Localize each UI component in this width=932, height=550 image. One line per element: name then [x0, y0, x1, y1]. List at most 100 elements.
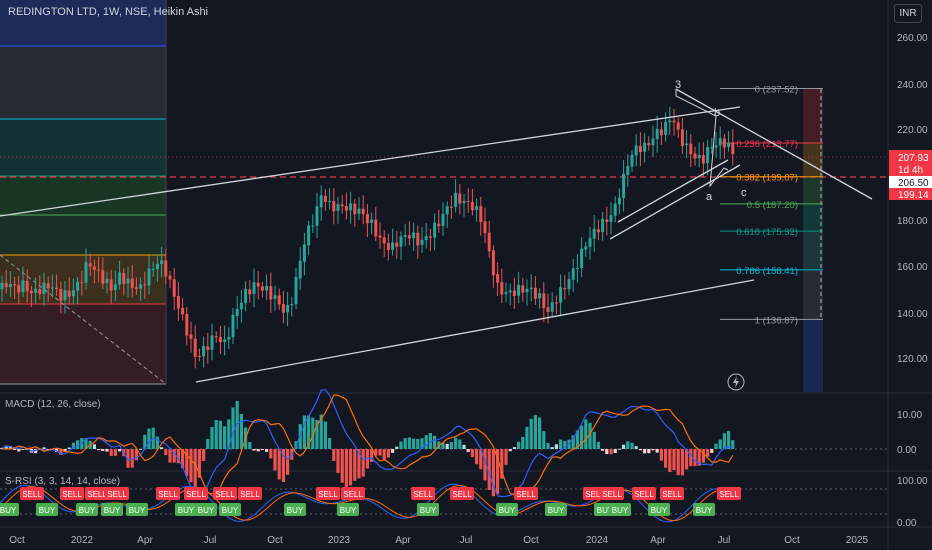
macd-bar: [92, 444, 96, 449]
candle-body: [332, 201, 336, 212]
candle-body: [97, 269, 101, 271]
macd-bar: [428, 432, 432, 449]
candle-body: [668, 120, 672, 123]
buy-signal-text: BUY: [612, 506, 629, 515]
sell-signal-text: SELL: [413, 490, 433, 499]
macd-bar: [155, 436, 159, 449]
buy-signal: [76, 503, 98, 516]
candle-body: [538, 293, 542, 299]
candle-body: [59, 288, 63, 301]
trend-lines: [0, 88, 873, 383]
price-tick: 140.00: [897, 309, 928, 320]
macd-bar: [147, 428, 151, 449]
candle-body: [554, 302, 558, 304]
fib-right-cyan: [803, 232, 823, 269]
buy-signal: [648, 503, 670, 516]
candle-body: [517, 284, 521, 296]
candle-body: [710, 147, 714, 149]
fib-right-green: [803, 176, 823, 204]
buy-signal: [417, 503, 439, 516]
rsi-title[interactable]: S-RSI (3, 3, 14, 14, close): [5, 476, 121, 487]
macd-bar: [458, 439, 462, 449]
fib-right-lines: [720, 88, 823, 320]
macd-bar: [634, 446, 638, 449]
macd-bar: [529, 418, 533, 449]
macd-title[interactable]: MACD (12, 26, close): [5, 399, 101, 410]
macd-bar: [626, 441, 630, 449]
buy-signal-text: BUY: [39, 506, 56, 515]
buy-signal-text: BUY: [340, 506, 357, 515]
buy-signal: [0, 503, 19, 516]
candle-body: [449, 206, 453, 208]
channel-lower-line: [195, 279, 755, 383]
buy-signal-text: BUY: [198, 506, 215, 515]
macd-bar: [395, 446, 399, 449]
macd-bar: [218, 420, 222, 449]
candle-body: [626, 166, 630, 175]
downtrend-line: [675, 88, 873, 200]
candle-body: [336, 204, 340, 211]
candle-body: [34, 288, 38, 293]
sell-signal: [184, 487, 208, 500]
macd-bar: [638, 449, 642, 451]
candle-body: [437, 223, 441, 227]
sell-signal-text: SELL: [662, 490, 682, 499]
macd-bar: [680, 449, 684, 476]
buy-signal: [284, 503, 306, 516]
candle-body: [697, 155, 701, 159]
sell-signal-text: SELL: [186, 490, 206, 499]
sell-signal: [85, 487, 109, 500]
candle-body: [605, 219, 609, 223]
fib-level-label: 0.382 (199.07): [736, 173, 798, 184]
time-tick: 2024: [586, 535, 609, 546]
candle-body: [399, 236, 403, 247]
sell-signal-text: SELL: [318, 490, 338, 499]
candle-body: [214, 336, 218, 338]
candle-body: [76, 281, 80, 291]
macd-bar: [59, 449, 63, 455]
sell-signal: [238, 487, 262, 500]
candle-body: [571, 268, 575, 280]
candle-body: [113, 284, 117, 290]
time-tick: Jul: [204, 535, 217, 546]
candle-body: [134, 287, 138, 289]
candle-body: [395, 242, 399, 247]
candle-body: [42, 282, 46, 294]
macd-bar: [710, 449, 714, 453]
macd-bar: [277, 449, 281, 480]
macd-bar: [538, 417, 542, 449]
currency-button[interactable]: INR: [894, 4, 922, 23]
candle-body: [693, 153, 697, 159]
time-tick: Oct: [267, 535, 283, 546]
macd-bar: [643, 449, 647, 454]
wave-label-b: b: [714, 107, 720, 119]
channel-upper-line: [0, 106, 741, 217]
candle-body: [512, 290, 516, 296]
candle-body: [92, 266, 96, 270]
candle-body: [378, 235, 382, 238]
candle-body: [403, 235, 407, 237]
sell-signal: [411, 487, 435, 500]
candle-body: [672, 120, 676, 123]
macd-bar: [189, 449, 193, 483]
sell-signal: [60, 487, 84, 500]
macd-bar: [130, 449, 134, 468]
time-tick: 2023: [328, 535, 351, 546]
candle-body: [29, 290, 33, 294]
sell-signal: [213, 487, 237, 500]
symbol-title[interactable]: REDINGTON LTD, 1W, NSE, Heikin Ashi: [8, 6, 209, 18]
macd-bar: [592, 431, 596, 449]
candle-body: [567, 279, 571, 290]
flash-icon[interactable]: [727, 373, 745, 391]
candle-body: [122, 273, 126, 284]
fib-level-label: 1 (136.87): [755, 315, 798, 326]
macd-bar: [659, 449, 663, 461]
wave-label-a: a: [706, 191, 713, 203]
macd-bar: [118, 449, 122, 452]
candle-body: [164, 260, 168, 277]
candle-body: [311, 225, 315, 227]
macd-bar: [328, 438, 332, 449]
macd-bar: [311, 417, 315, 449]
fib-right-red: [803, 89, 823, 142]
